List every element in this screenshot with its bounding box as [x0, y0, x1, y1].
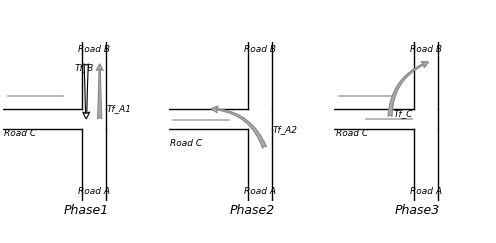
Text: Tf_A2: Tf_A2 — [273, 125, 298, 134]
Text: Road B: Road B — [244, 45, 276, 54]
Text: Road A: Road A — [244, 187, 276, 196]
Text: Road B: Road B — [78, 45, 110, 54]
Text: Road C: Road C — [4, 129, 37, 138]
Text: Road B: Road B — [410, 45, 442, 54]
FancyArrowPatch shape — [388, 61, 429, 116]
Text: Phase3: Phase3 — [395, 204, 440, 217]
Text: Phase2: Phase2 — [229, 204, 275, 217]
Text: Tf_B: Tf_B — [74, 63, 94, 72]
Text: Road C: Road C — [170, 139, 202, 148]
Text: Phase1: Phase1 — [63, 204, 109, 217]
Text: Road C: Road C — [336, 129, 368, 138]
Text: Tf_A1: Tf_A1 — [107, 104, 132, 113]
FancyArrowPatch shape — [211, 106, 266, 148]
Text: Tf_C: Tf_C — [393, 109, 413, 118]
Text: Road A: Road A — [78, 187, 110, 196]
Text: Road A: Road A — [410, 187, 442, 196]
